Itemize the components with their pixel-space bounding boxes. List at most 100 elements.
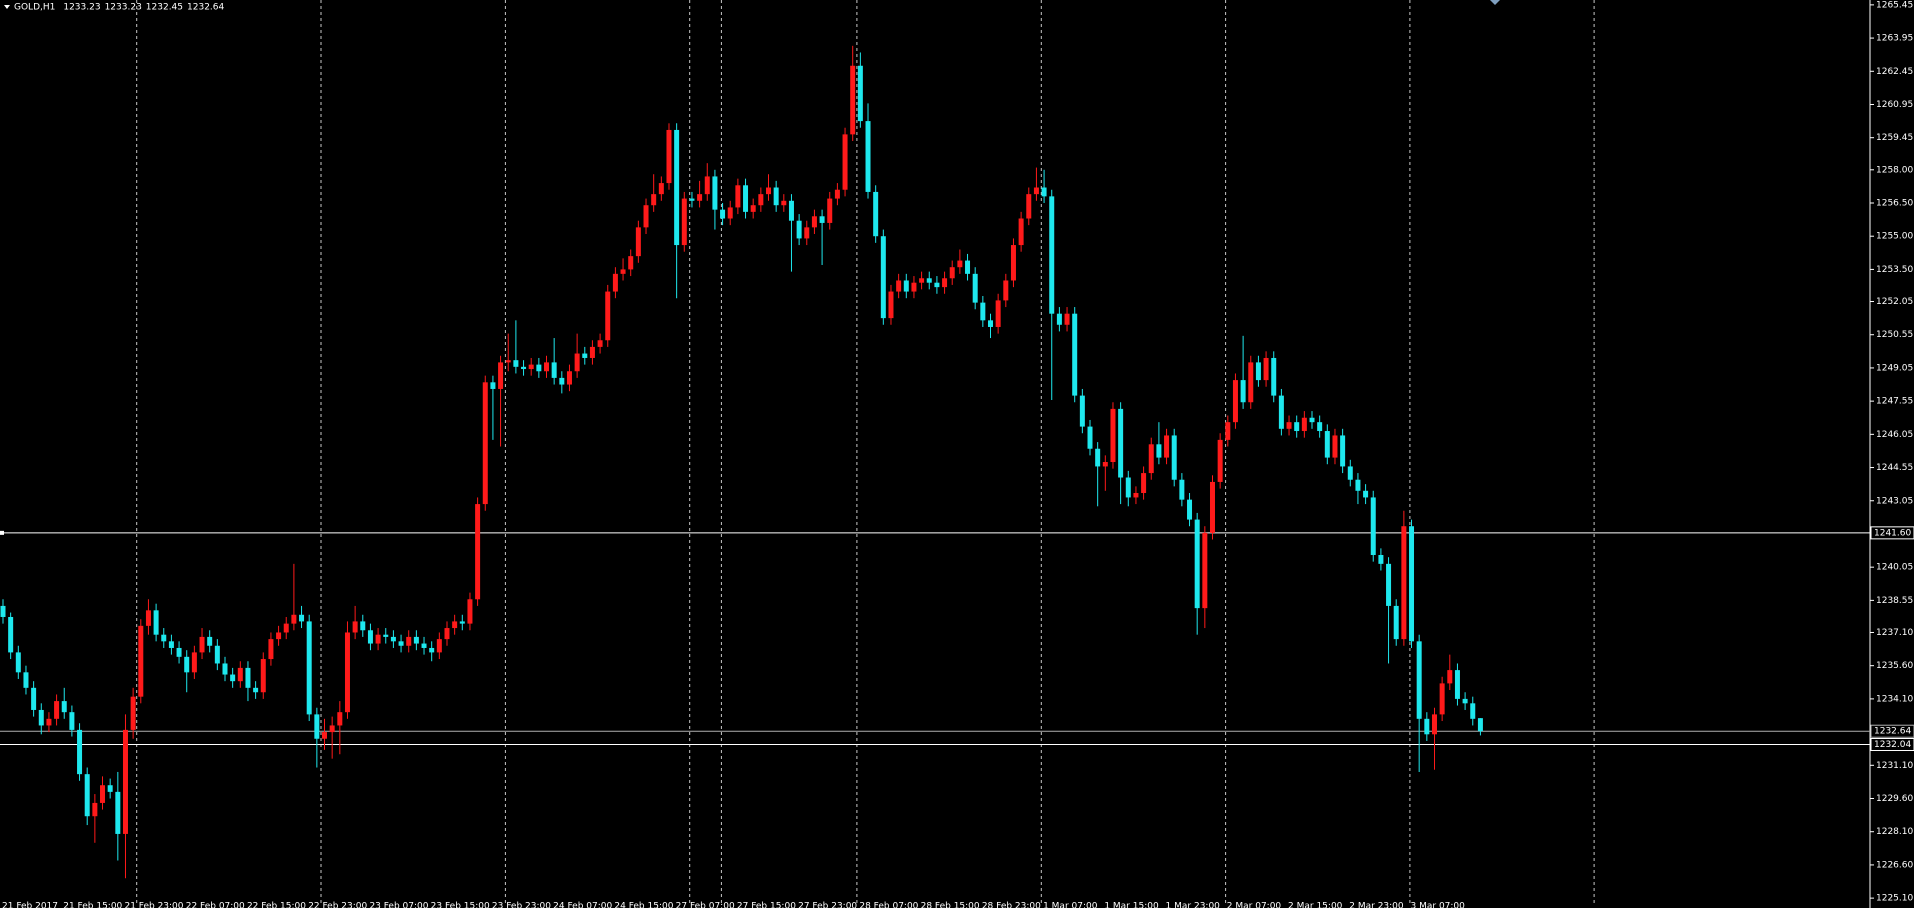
- candle-body: [1164, 435, 1170, 458]
- y-tick-label: 1253.50: [1876, 265, 1913, 275]
- candle-body: [643, 205, 649, 228]
- y-tick-label: 1231.10: [1876, 761, 1913, 771]
- x-tick-label: 24 Feb 07:00: [553, 902, 612, 908]
- candle-body: [199, 636, 205, 653]
- y-tick-label: 1240.05: [1876, 563, 1913, 573]
- candle-body: [834, 189, 840, 199]
- candle-body: [337, 712, 343, 726]
- candle-body: [704, 176, 710, 195]
- candle-body: [1041, 187, 1047, 197]
- candle-body: [61, 701, 67, 713]
- candle-body: [857, 65, 863, 122]
- y-tick-label: 1250.55: [1876, 330, 1913, 340]
- shift-marker: [1490, 0, 1500, 5]
- candle-body: [574, 353, 580, 372]
- candle-body: [582, 353, 588, 358]
- y-tick-label: 1262.45: [1876, 67, 1913, 77]
- candle-body: [459, 621, 465, 624]
- candle-body: [727, 207, 733, 219]
- candle-body: [1102, 462, 1108, 467]
- candle-body: [176, 647, 182, 657]
- candle-body: [214, 645, 220, 664]
- x-tick-label: 2 Mar 15:00: [1288, 902, 1343, 908]
- candle-body: [1033, 187, 1039, 195]
- header-arrow[interactable]: [4, 5, 10, 9]
- candle-body: [1363, 490, 1369, 498]
- candle-body: [1202, 532, 1208, 609]
- candle-body: [781, 200, 787, 206]
- candle-body: [130, 696, 136, 730]
- candle-body: [957, 260, 963, 268]
- candle-body: [1332, 435, 1338, 458]
- candle-body: [1171, 435, 1177, 480]
- candle-body: [375, 634, 381, 644]
- candle-body: [544, 362, 550, 372]
- candle-body: [161, 634, 167, 642]
- candle-body: [987, 320, 993, 327]
- candle-body: [681, 198, 687, 246]
- candle-body: [750, 205, 756, 212]
- y-tick-label: 1228.10: [1876, 827, 1913, 837]
- price-label-box: [1870, 737, 1914, 751]
- x-tick-label: 1 Mar 23:00: [1166, 902, 1221, 908]
- candle-body: [743, 185, 749, 212]
- candle-body: [551, 362, 557, 378]
- candle-body: [38, 709, 44, 726]
- x-tick-label: 22 Feb 23:00: [308, 902, 367, 908]
- candle-body: [888, 291, 894, 319]
- candle-body: [1187, 499, 1193, 520]
- candle-body: [811, 216, 817, 228]
- candle-body: [367, 630, 373, 644]
- x-tick-label: 27 Feb 15:00: [737, 902, 796, 908]
- candle-body: [674, 129, 680, 246]
- candle-body: [413, 636, 419, 644]
- price-label: 1241.60: [1874, 528, 1911, 538]
- candle-body: [827, 198, 833, 223]
- price-label-box: [1870, 526, 1914, 540]
- candle-body: [735, 185, 741, 208]
- x-tick-label: 27 Feb 07:00: [676, 902, 735, 908]
- x-tick-label: 28 Feb 23:00: [982, 902, 1041, 908]
- candle-body: [322, 732, 328, 739]
- candle-body: [207, 636, 213, 646]
- candle-body: [1209, 481, 1215, 533]
- candle-body: [773, 187, 779, 206]
- x-tick-label: 21 Feb 23:00: [124, 902, 183, 908]
- candle-body: [145, 610, 151, 626]
- candle-body: [398, 641, 404, 646]
- candle-body: [819, 216, 825, 223]
- candle-body: [635, 227, 641, 257]
- candle-body: [1271, 357, 1277, 396]
- candle-body: [1049, 196, 1055, 314]
- candle-body: [268, 639, 274, 660]
- y-tick-label: 1229.60: [1876, 794, 1913, 804]
- candle-body: [758, 194, 764, 206]
- candle-body: [15, 652, 21, 673]
- candle-body: [406, 636, 412, 646]
- candle-body: [245, 667, 251, 688]
- candle-body: [138, 625, 144, 697]
- candle-body: [100, 785, 106, 803]
- candle-body: [444, 628, 450, 640]
- candle-body: [23, 672, 29, 688]
- candle-body: [8, 616, 14, 653]
- candle-body: [299, 614, 305, 622]
- candle-body: [1340, 435, 1346, 467]
- x-tick-label: 22 Feb 15:00: [247, 902, 306, 908]
- candle-body: [712, 176, 718, 210]
- candle-body: [972, 273, 978, 303]
- candle-body: [1447, 670, 1453, 684]
- y-tick-label: 1259.45: [1876, 133, 1913, 143]
- candle-body: [69, 712, 75, 730]
- header-value: 1232.64: [187, 3, 224, 13]
- x-tick-label: 21 Feb 15:00: [63, 902, 122, 908]
- candle-body: [46, 718, 52, 726]
- candle-body: [1355, 479, 1361, 491]
- y-tick-label: 1246.05: [1876, 430, 1913, 440]
- price-label: 1232.64: [1874, 727, 1911, 737]
- candle-body: [1317, 422, 1323, 432]
- candle-body: [467, 599, 473, 624]
- candle-body: [589, 346, 595, 358]
- y-tick-label: 1237.10: [1876, 628, 1913, 638]
- candle-body: [230, 674, 236, 682]
